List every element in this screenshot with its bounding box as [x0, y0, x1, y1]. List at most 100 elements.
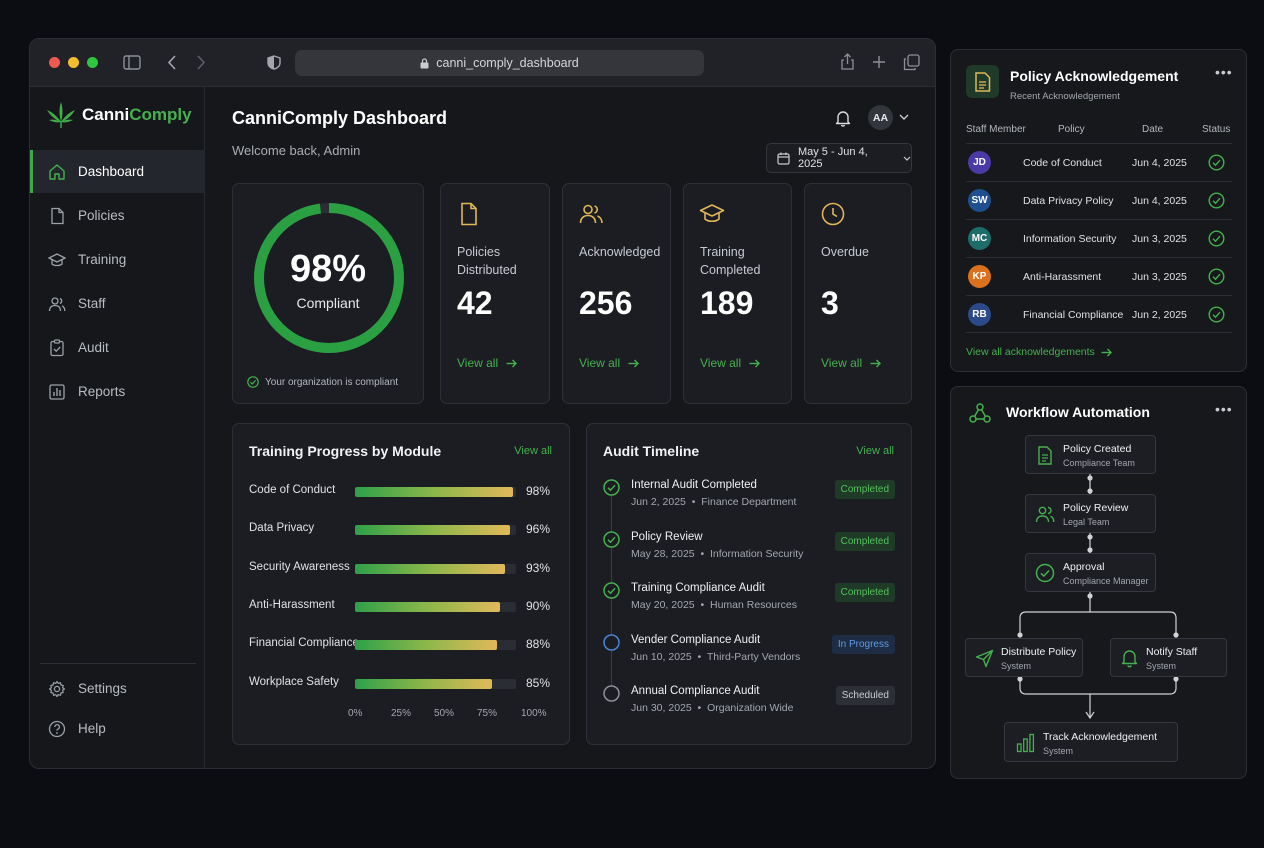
workflow-step-track-acknowledgement[interactable]: Track Acknowledgement System — [1004, 722, 1178, 762]
audit-item-meta: May 20, 2025 • Human Resources — [631, 599, 797, 611]
sidebar-item-label: Reports — [78, 384, 126, 399]
chevron-down-icon[interactable] — [899, 114, 909, 121]
stat-card-acknowledged: Acknowledged 256 View all — [562, 183, 671, 404]
training-bar-track — [355, 601, 516, 612]
table-row[interactable]: KP Anti-Harassment Jun 3, 2025 — [966, 257, 1232, 295]
ack-col-policy: Policy — [1058, 124, 1085, 135]
audit-item[interactable]: Annual Compliance Audit Jun 30, 2025 • Or… — [603, 685, 895, 725]
table-row[interactable]: SW Data Privacy Policy Jun 4, 2025 — [966, 181, 1232, 219]
in-progress-circle-icon — [603, 633, 620, 651]
training-bar — [355, 525, 510, 536]
brand-logo[interactable]: CanniComply — [46, 101, 192, 129]
audit-item-title: Training Compliance Audit — [631, 582, 765, 594]
table-row[interactable]: JD Code of Conduct Jun 4, 2025 — [966, 143, 1232, 181]
check-circle-icon — [1208, 154, 1225, 171]
ack-date: Jun 3, 2025 — [1132, 233, 1187, 245]
new-tab-icon[interactable] — [872, 55, 886, 69]
sidebar-item-settings[interactable]: Settings — [30, 667, 205, 710]
share-icon[interactable] — [840, 53, 855, 71]
training-bar-label: Anti-Harassment — [249, 598, 335, 611]
forward-icon[interactable] — [196, 55, 206, 70]
stat-label: Training Completed — [700, 245, 761, 277]
bell-icon[interactable] — [835, 109, 851, 127]
training-progress-card: Training Progress by Module View all Cod… — [232, 423, 570, 745]
check-circle-icon — [603, 530, 620, 548]
check-circle-icon — [247, 376, 259, 388]
more-options-icon[interactable]: ••• — [1215, 64, 1233, 80]
graduation-cap-icon — [48, 252, 66, 266]
cannabis-leaf-icon — [47, 102, 75, 128]
table-row[interactable]: RB Financial Compliance Jun 2, 2025 — [966, 295, 1232, 333]
close-window-button[interactable] — [49, 57, 60, 68]
scheduled-circle-icon — [603, 685, 620, 702]
view-all-link[interactable]: View all — [457, 356, 518, 370]
sidebar-item-dashboard[interactable]: Dashboard — [30, 150, 205, 193]
audit-item[interactable]: Vender Compliance Audit Jun 10, 2025 • Th… — [603, 634, 895, 674]
tabs-overview-icon[interactable] — [903, 54, 920, 71]
bar-chart-icon — [49, 383, 65, 400]
workflow-step-policy-review[interactable]: Policy Review Legal Team — [1025, 494, 1156, 533]
arrow-right-icon — [749, 359, 761, 367]
training-bar-value: 98% — [526, 484, 551, 498]
ack-policy: Anti-Harassment — [1023, 271, 1102, 283]
audit-item[interactable]: Policy Review May 28, 2025 • Information … — [603, 531, 895, 571]
ack-policy: Financial Compliance — [1023, 309, 1124, 321]
compliance-percent: 98% — [289, 248, 367, 290]
sidebar-item-help[interactable]: Help — [30, 707, 205, 750]
sidebar-item-training[interactable]: Training — [30, 238, 205, 281]
stat-label: Overdue — [821, 245, 869, 259]
lock-icon — [420, 57, 429, 68]
view-all-link[interactable]: View all — [821, 356, 882, 370]
check-circle-icon — [1208, 268, 1225, 285]
ack-subtitle: Recent Acknowledgement — [1010, 91, 1120, 102]
address-bar[interactable]: canni_comply_dashboard — [295, 50, 704, 76]
training-view-all-link[interactable]: View all — [514, 445, 552, 457]
table-row[interactable]: MC Information Security Jun 3, 2025 — [966, 219, 1232, 257]
compliance-ring-progress — [254, 203, 404, 353]
sidebar-item-policies[interactable]: Policies — [30, 194, 205, 237]
audit-item-meta: Jun 30, 2025 • Organization Wide — [631, 702, 794, 714]
workflow-step-policy-created[interactable]: Policy Created Compliance Team — [1025, 435, 1156, 474]
audit-item-meta: Jun 10, 2025 • Third-Party Vendors — [631, 650, 801, 663]
stat-value: 256 — [579, 285, 633, 321]
stat-card-policies: Policies Distributed 42 View all — [440, 183, 550, 404]
maximize-window-button[interactable] — [87, 57, 98, 68]
sidebar-item-reports[interactable]: Reports — [30, 370, 205, 413]
audit-view-all-link[interactable]: View all — [856, 445, 894, 457]
view-all-acknowledgements-link[interactable]: View all acknowledgements — [966, 346, 1112, 358]
stat-card-overdue: Overdue 3 View all — [804, 183, 912, 404]
workflow-step-notify-staff[interactable]: Notify Staff System — [1110, 638, 1227, 677]
arrow-right-icon — [870, 359, 882, 367]
sidebar-toggle-icon[interactable] — [123, 55, 141, 70]
training-bar — [355, 678, 492, 689]
audit-item[interactable]: Training Compliance Audit May 20, 2025 • … — [603, 582, 895, 622]
training-axis-tick: 100% — [521, 708, 547, 719]
compliance-ring — [254, 203, 404, 353]
training-bar-row: Security Awareness 93% — [249, 561, 554, 577]
sidebar-item-audit[interactable]: Audit — [30, 326, 205, 369]
ack-col-date: Date — [1142, 124, 1164, 135]
workflow-step-distribute-policy[interactable]: Distribute Policy System — [965, 638, 1083, 677]
date-range-picker[interactable]: May 5 - Jun 4, 2025 — [766, 143, 912, 173]
avatar[interactable]: AA — [868, 105, 893, 130]
training-bar-row: Financial Compliance 88% — [249, 637, 554, 653]
sidebar-item-label: Dashboard — [78, 164, 145, 179]
audit-item[interactable]: Internal Audit Completed Jun 2, 2025 • Fi… — [603, 479, 895, 519]
sidebar-item-staff[interactable]: Staff — [30, 282, 205, 325]
clock-icon — [821, 202, 845, 226]
training-bar-value: 85% — [526, 675, 551, 690]
workflow-title: Workflow Automation — [1006, 404, 1150, 420]
shield-icon[interactable] — [267, 55, 281, 70]
main-content: CanniComply Dashboard Welcome back, Admi… — [206, 87, 935, 768]
back-icon[interactable] — [167, 55, 177, 70]
avatar: MC — [968, 227, 991, 250]
minimize-window-button[interactable] — [68, 57, 79, 68]
audit-title: Audit Timeline — [603, 443, 700, 459]
workflow-step-approval[interactable]: Approval Compliance Manager — [1025, 553, 1156, 592]
ack-policy: Code of Conduct — [1023, 157, 1102, 169]
more-options-icon[interactable]: ••• — [1215, 401, 1233, 417]
compliance-label: Compliant — [296, 295, 360, 311]
view-all-link[interactable]: View all — [579, 356, 640, 370]
view-all-link[interactable]: View all — [700, 356, 761, 370]
sidebar-item-label: Help — [78, 721, 106, 736]
